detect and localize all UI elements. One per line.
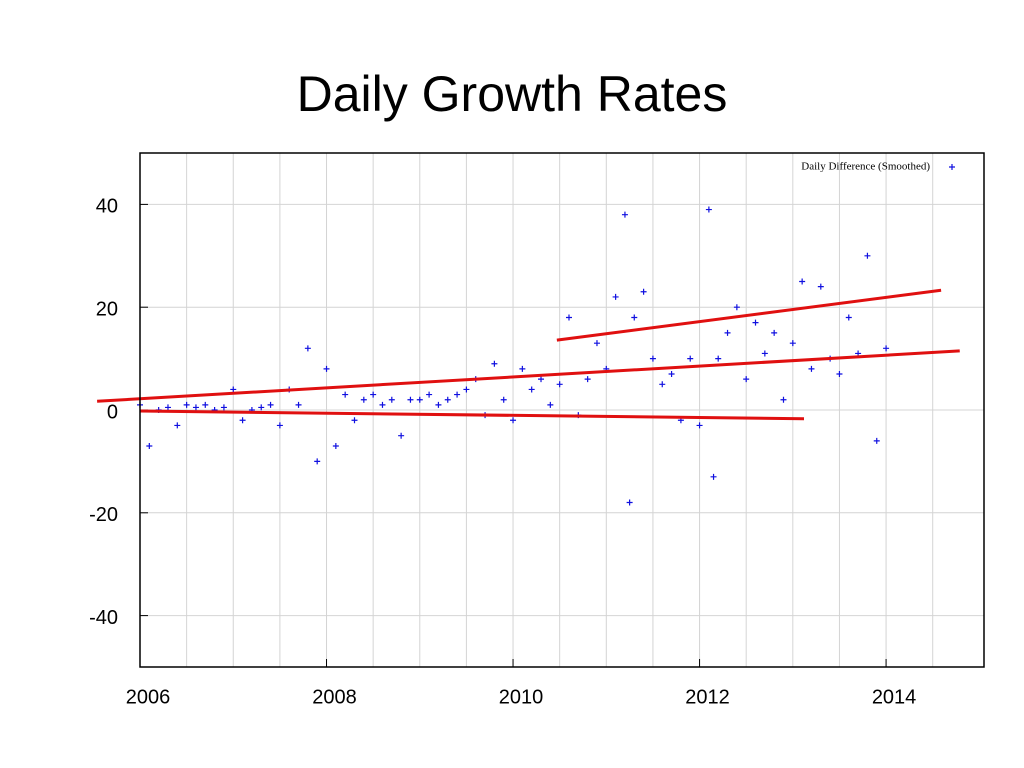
data-point: [388, 396, 395, 403]
data-point: [771, 329, 778, 336]
data-point: [743, 376, 750, 383]
data-point: [435, 401, 442, 408]
data-point: [146, 442, 153, 449]
data-point: [687, 355, 694, 362]
y-tick-label: -20: [89, 504, 118, 526]
data-point: [510, 417, 517, 424]
data-point: [845, 314, 852, 321]
data-point: [621, 211, 628, 218]
trend-line: [139, 409, 805, 421]
data-point: [220, 404, 227, 411]
data-point: [565, 314, 572, 321]
legend-label: Daily Difference (Smoothed): [801, 161, 930, 173]
x-tick-label: 2006: [126, 686, 171, 708]
x-tick-label: 2012: [685, 686, 730, 708]
x-tick-label: 2008: [312, 686, 357, 708]
data-point: [864, 252, 871, 259]
data-point: [192, 404, 199, 411]
data-point: [761, 350, 768, 357]
data-point: [799, 278, 806, 285]
data-point: [267, 401, 274, 408]
x-tick-label: 2010: [499, 686, 544, 708]
y-tick-label: 0: [107, 401, 118, 423]
data-point: [202, 401, 209, 408]
data-point: [463, 386, 470, 393]
data-point: [752, 319, 759, 326]
data-point: [696, 422, 703, 429]
data-point: [379, 401, 386, 408]
plot-frame: [139, 152, 985, 668]
data-point: [398, 432, 405, 439]
data-point: [789, 340, 796, 347]
data-point: [817, 283, 824, 290]
data-point: [724, 329, 731, 336]
data-point: [659, 381, 666, 388]
trend-line: [556, 288, 942, 342]
legend-marker: [949, 164, 955, 170]
data-point: [593, 340, 600, 347]
data-point: [519, 365, 526, 372]
data-point: [304, 345, 311, 352]
data-point: [556, 381, 563, 388]
data-point: [454, 391, 461, 398]
data-point: [710, 473, 717, 480]
x-tick-label: 2014: [872, 686, 917, 708]
data-point: [538, 376, 545, 383]
data-point: [584, 376, 591, 383]
data-point: [314, 458, 321, 465]
data-point: [258, 404, 265, 411]
data-point: [239, 417, 246, 424]
data-point: [360, 396, 367, 403]
data-point: [491, 360, 498, 367]
data-point: [705, 206, 712, 213]
data-point: [883, 345, 890, 352]
data-point: [183, 401, 190, 408]
data-point: [668, 371, 675, 378]
data-point: [547, 401, 554, 408]
data-point: [444, 396, 451, 403]
data-point: [295, 401, 302, 408]
data-point: [407, 396, 414, 403]
data-point: [873, 437, 880, 444]
trend-line: [97, 349, 960, 403]
data-point: [631, 314, 638, 321]
data-point: [626, 499, 633, 506]
data-point: [649, 355, 656, 362]
data-point: [351, 417, 358, 424]
data-point: [276, 422, 283, 429]
data-point: [836, 371, 843, 378]
data-point: [426, 391, 433, 398]
data-point: [500, 396, 507, 403]
y-tick-label: 20: [96, 298, 118, 320]
data-point: [715, 355, 722, 362]
data-point: [164, 404, 171, 411]
data-point: [733, 304, 740, 311]
data-point: [640, 288, 647, 295]
data-point: [808, 365, 815, 372]
data-point: [416, 396, 423, 403]
data-point: [332, 442, 339, 449]
data-point: [612, 293, 619, 300]
data-point: [174, 422, 181, 429]
data-point: [528, 386, 535, 393]
y-tick-label: 40: [96, 196, 118, 218]
data-point: [370, 391, 377, 398]
data-point: [342, 391, 349, 398]
data-point: [323, 365, 330, 372]
chart-title: Daily Growth Rates: [297, 66, 728, 122]
data-point: [230, 386, 237, 393]
data-point: [780, 396, 787, 403]
y-tick-label: -40: [89, 607, 118, 629]
